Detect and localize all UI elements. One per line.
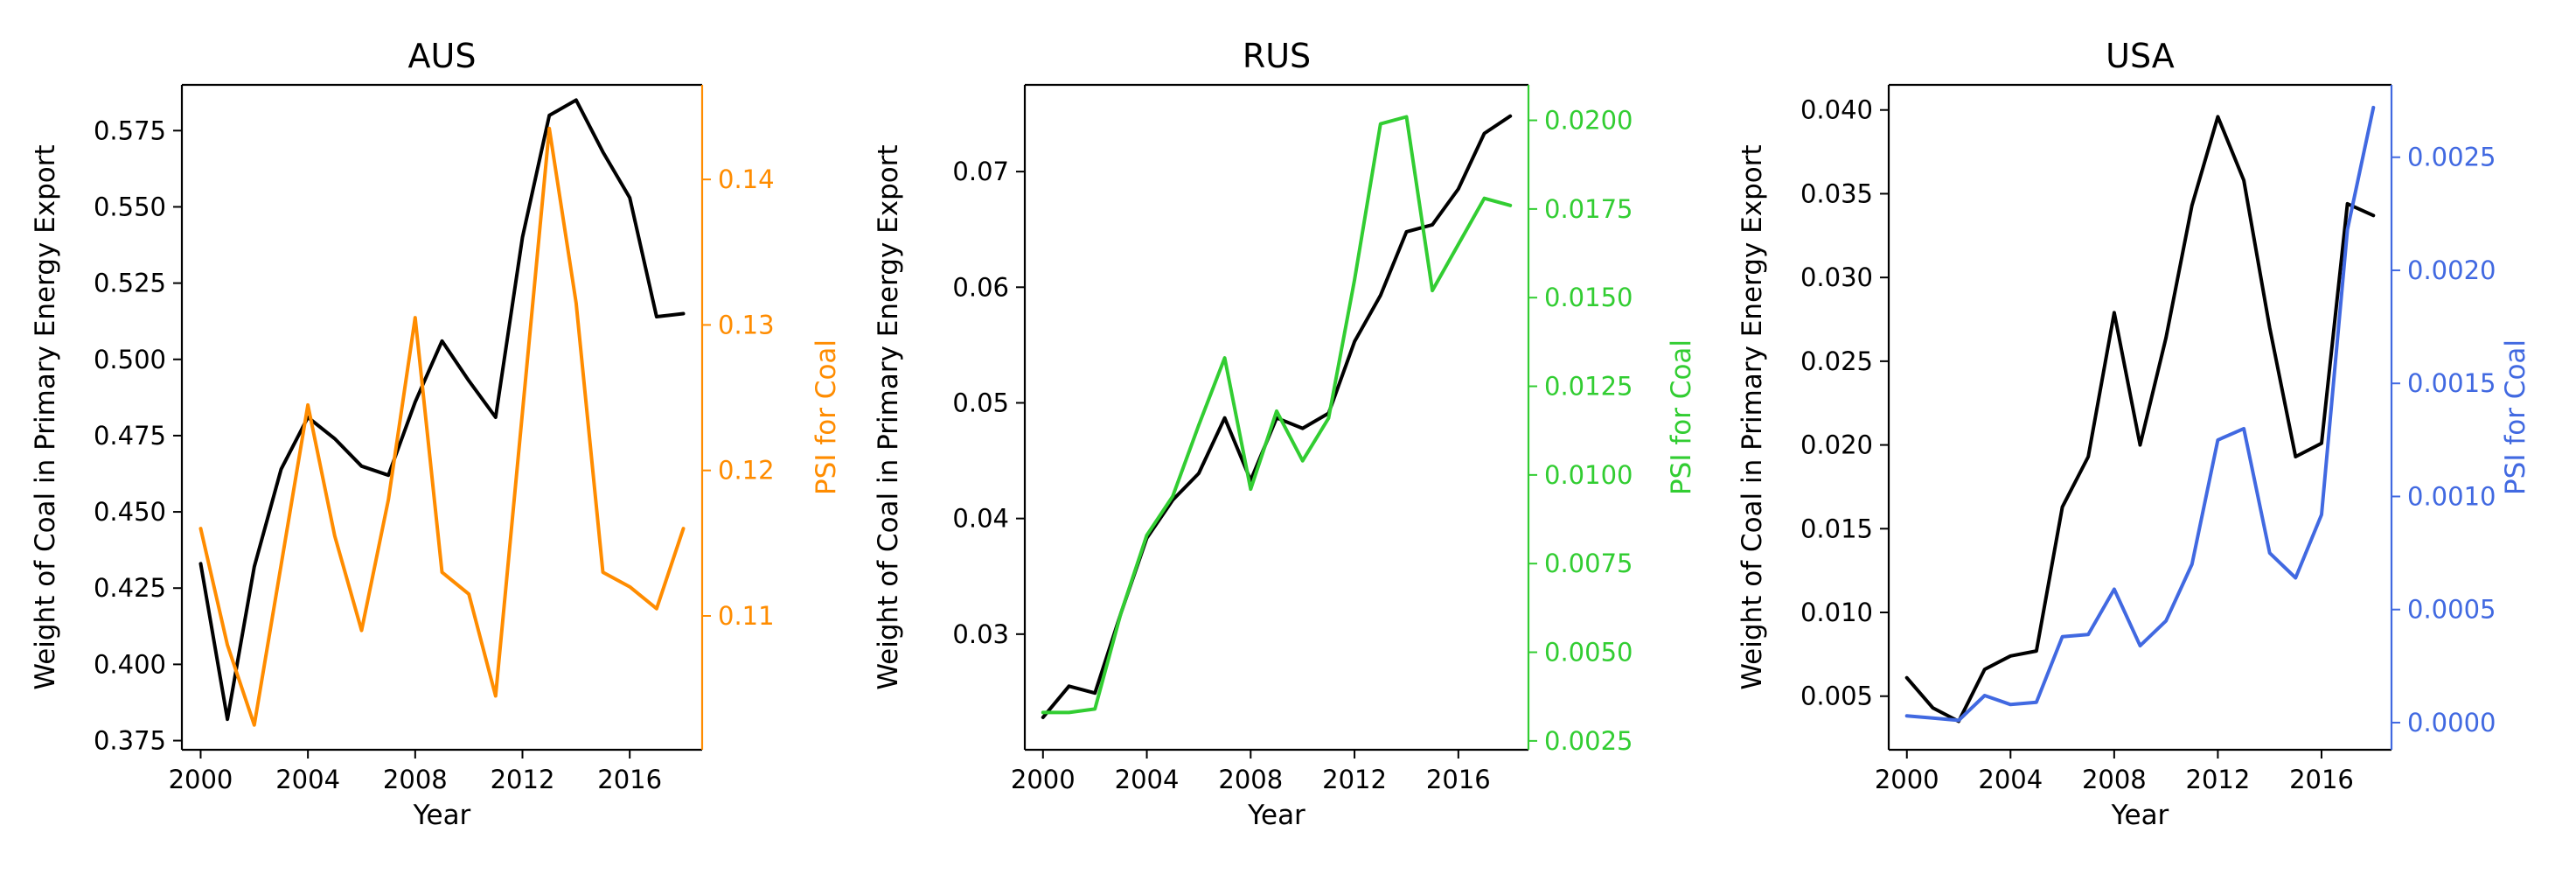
y-tick-label: 0.425 (94, 573, 166, 603)
y-tick-label: 0.450 (94, 497, 166, 527)
x-tick-label: 2000 (169, 765, 233, 794)
x-tick-label: 2004 (1115, 765, 1180, 794)
y-tick-label: 0.04 (952, 504, 1009, 534)
y-tick-label: 0.03 (952, 619, 1009, 649)
y2-tick-label: 0.11 (718, 601, 775, 631)
y2-tick-label: 0.0025 (2407, 143, 2496, 172)
x-tick-label: 2012 (491, 765, 555, 794)
y2-tick-label: 0.0010 (2407, 481, 2496, 511)
series-line-weight (1041, 114, 1513, 719)
x-tick-label: 2000 (1875, 765, 1939, 794)
y-tick-label: 0.375 (94, 726, 166, 756)
y2-axis-title: PSI for Coal (1666, 339, 1697, 495)
y-tick-label: 0.525 (94, 269, 166, 298)
y2-tick-label: 0.0000 (2407, 708, 2496, 738)
y2-tick-label: 0.0200 (1544, 106, 1633, 136)
y2-tick-label: 0.0050 (1544, 638, 1633, 668)
y-tick-label: 0.010 (1800, 598, 1873, 627)
x-tick-label: 2008 (383, 765, 448, 794)
y2-tick-label: 0.0100 (1544, 460, 1633, 490)
y-tick-label: 0.005 (1800, 682, 1873, 711)
y-axis-title: Weight of Coal in Primary Energy Export (1737, 144, 1768, 689)
x-tick-label: 2016 (597, 765, 662, 794)
x-tick-label: 2008 (2082, 765, 2147, 794)
y2-tick-label: 0.0150 (1544, 283, 1633, 312)
series-line-weight (198, 98, 686, 722)
x-tick-label: 2016 (1426, 765, 1491, 794)
chart-panel-usa: 2000 2004 2008 2012 2016 0.005 0.010 0.015 0.020… (1737, 37, 2531, 831)
series-line-weight (1904, 115, 2376, 724)
x-tick-label: 2016 (2289, 765, 2354, 794)
y2-tick-label: 0.0075 (1544, 549, 1633, 578)
x-tick-label: 2012 (2186, 765, 2251, 794)
y-tick-label: 0.07 (952, 157, 1009, 186)
y-tick-label: 0.05 (952, 388, 1009, 417)
y2-tick-label: 0.0015 (2407, 368, 2496, 398)
panel-title: USA (2106, 37, 2175, 75)
y2-tick-label: 0.13 (718, 310, 775, 339)
x-axis-title: Year (413, 800, 471, 831)
y-tick-label: 0.475 (94, 421, 166, 451)
y2-axis-title: PSI for Coal (2500, 339, 2531, 495)
y2-axis-title: PSI for Coal (811, 339, 842, 495)
y-tick-label: 0.040 (1800, 95, 1873, 125)
y-axis-title: Weight of Coal in Primary Energy Export (873, 144, 904, 689)
chart-panel-aus: 2000 2004 2008 2012 2016 0.375 0.400 0.425 0.450… (30, 37, 842, 831)
y2-tick-label: 0.0175 (1544, 194, 1633, 224)
y-tick-label: 0.020 (1800, 430, 1873, 460)
y-tick-label: 0.550 (94, 192, 166, 221)
y-tick-label: 0.06 (952, 272, 1009, 302)
x-tick-label: 2004 (1978, 765, 2043, 794)
series-line-psi (1041, 115, 1513, 715)
panel-title: RUS (1243, 37, 1311, 75)
y-tick-label: 0.035 (1800, 178, 1873, 208)
series-line-psi (198, 126, 686, 727)
y2-tick-label: 0.0005 (2407, 595, 2496, 625)
panel-title: AUS (408, 37, 477, 75)
y-tick-label: 0.500 (94, 345, 166, 374)
y2-tick-label: 0.14 (718, 164, 775, 194)
series-line-psi (1904, 105, 2376, 723)
y-tick-label: 0.400 (94, 649, 166, 679)
chart-panel-rus: 2000 2004 2008 2012 2016 0.03 0.04 0.05 0.06 0.07… (873, 37, 1697, 831)
y2-tick-label: 0.0125 (1544, 372, 1633, 402)
y-tick-label: 0.025 (1800, 346, 1873, 376)
y2-tick-label: 0.0020 (2407, 255, 2496, 285)
y-axis-title: Weight of Coal in Primary Energy Export (30, 144, 61, 689)
x-tick-label: 2012 (1322, 765, 1387, 794)
x-axis-title: Year (2111, 800, 2169, 831)
x-tick-label: 2008 (1218, 765, 1283, 794)
y-tick-label: 0.030 (1800, 262, 1873, 292)
y-tick-label: 0.575 (94, 115, 166, 145)
x-axis-title: Year (1247, 800, 1305, 831)
y2-tick-label: 0.0025 (1544, 726, 1633, 756)
x-tick-label: 2004 (275, 765, 340, 794)
y2-tick-label: 0.12 (718, 456, 775, 486)
y-tick-label: 0.015 (1800, 514, 1873, 543)
x-tick-label: 2000 (1011, 765, 1076, 794)
